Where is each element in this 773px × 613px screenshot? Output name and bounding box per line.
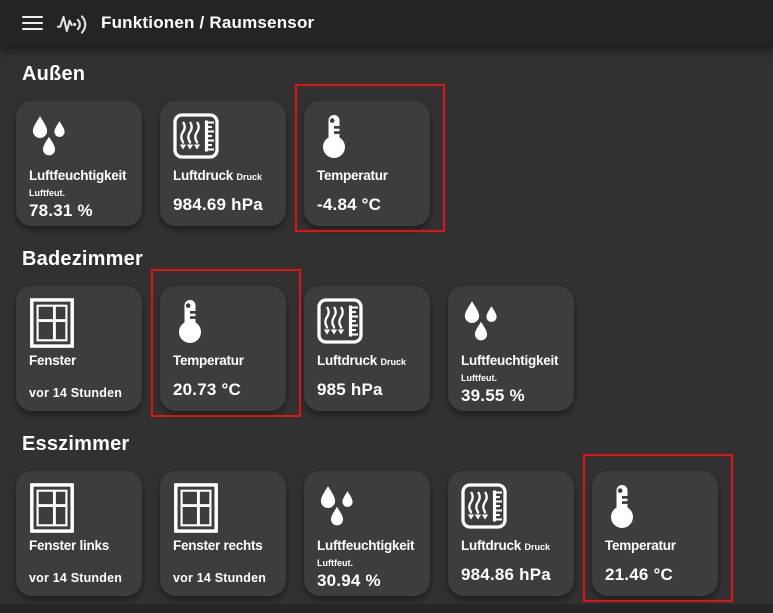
tile-label: Fenster links [29,538,129,554]
tile-value: vor 14 Stunden [29,571,123,585]
tile-temperatur[interactable]: Temperatur -4.84 °C [295,84,445,232]
humidity-icon [461,298,561,346]
tile-luftdruck[interactable]: Luftdruck Druck 984.69 hPa [160,101,286,226]
bottom-strip [0,604,773,613]
pressure-icon [173,113,273,161]
content-area: Außen Luftfeuchtigkeit Luftfeut. 78.31 % Lu… [0,63,773,602]
page-title: Funktionen / Raumsensor [101,13,315,32]
tile-luftdruck[interactable]: Luftdruck Druck 984.86 hPa [448,471,574,596]
tile-luftdruck[interactable]: Luftdruck Druck 985 hPa [304,286,430,411]
tile-title: Fenster links [29,538,110,553]
tile-value: 984.69 hPa [173,195,263,214]
tile-value: 78.31 % [29,200,93,220]
humidity-icon [29,113,129,161]
tile-luftfeuchtigkeit[interactable]: Luftfeuchtigkeit Luftfeut. 78.31 % [16,101,142,226]
tile-subtitle: Druck [524,542,551,552]
tile-value: vor 14 Stunden [173,571,267,585]
tile-subtitle: Luftfeut. [461,373,497,384]
tile-label: Luftdruck Druck [317,353,417,369]
tile-title: Luftdruck [173,168,233,183]
tile-row: Fenster vor 14 Stunden Temperatur 20.73 °C L… [16,269,757,417]
tile-value: 30.94 % [317,570,381,590]
tile-label: Luftdruck Druck [173,168,273,184]
tile-subtitle: Druck [380,357,407,367]
tile-row: Luftfeuchtigkeit Luftfeut. 78.31 % Luftdru… [16,84,757,232]
tile-fenster-links[interactable]: Fenster links vor 14 Stunden [16,471,142,596]
tile-subtitle: Druck [236,172,263,182]
tile-title: Luftdruck [461,538,521,553]
humidity-icon [317,483,417,531]
pressure-icon [461,483,561,531]
tile-title: Luftdruck [317,353,377,368]
tile-fenster[interactable]: Fenster vor 14 Stunden [16,286,142,411]
tile-temperatur[interactable]: Temperatur 21.46 °C [583,454,733,602]
tile-temperatur[interactable]: Temperatur 20.73 °C [151,269,301,417]
tile-title: Temperatur [605,538,676,553]
temperature-icon [605,483,705,531]
tile-label: Luftfeuchtigkeit Luftfeut. [317,538,417,571]
tile-label: Luftdruck Druck [461,538,561,554]
top-app-bar: Funktionen / Raumsensor [0,0,773,46]
window-icon [29,298,129,348]
tile-luftfeuchtigkeit[interactable]: Luftfeuchtigkeit Luftfeut. 39.55 % [448,286,574,411]
pressure-icon [317,298,417,346]
tile-label: Fenster [29,353,129,369]
tile-fenster-rechts[interactable]: Fenster rechts vor 14 Stunden [160,471,286,596]
tile-title: Fenster [29,353,77,368]
tile-title: Luftfeuchtigkeit [317,538,415,553]
tile-label: Fenster rechts [173,538,273,554]
tile-title: Temperatur [173,353,244,368]
tile-label: Luftfeuchtigkeit Luftfeut. [29,168,129,201]
tile-title: Fenster rechts [173,538,263,553]
tile-label: Luftfeuchtigkeit Luftfeut. [461,353,561,386]
tile-value: vor 14 Stunden [29,386,123,400]
tile-title: Luftfeuchtigkeit [461,353,559,368]
tile-label: Temperatur [605,538,705,554]
sensor-logo-icon [56,10,88,36]
temperature-icon [317,113,417,161]
window-icon [29,483,129,533]
tile-value: -4.84 °C [317,195,382,214]
section-esszimmer: Esszimmer Fenster links vor 14 Stunden Fens… [16,433,757,602]
tile-title: Luftfeuchtigkeit [29,168,127,183]
tile-luftfeuchtigkeit[interactable]: Luftfeuchtigkeit Luftfeut. 30.94 % [304,471,430,596]
tile-label: Temperatur [173,353,273,369]
tile-subtitle: Luftfeut. [317,558,353,569]
temperature-icon [173,298,273,346]
section-badezimmer: Badezimmer Fenster vor 14 Stunden Temperatu… [16,248,757,417]
section-title: Esszimmer [22,433,130,455]
tile-value: 21.46 °C [605,565,673,584]
hamburger-menu-icon[interactable] [22,12,43,33]
tile-subtitle: Luftfeut. [29,188,65,199]
tile-value: 984.86 hPa [461,565,551,584]
tile-value: 985 hPa [317,380,383,399]
window-icon [173,483,273,533]
section-title: Badezimmer [22,248,143,270]
section-aussen: Außen Luftfeuchtigkeit Luftfeut. 78.31 % Lu… [16,63,757,232]
section-title: Außen [22,63,86,85]
tile-row: Fenster links vor 14 Stunden Fenster recht… [16,454,757,602]
tile-value: 20.73 °C [173,380,241,399]
tile-value: 39.55 % [461,385,525,405]
tile-label: Temperatur [317,168,417,184]
tile-title: Temperatur [317,168,388,183]
